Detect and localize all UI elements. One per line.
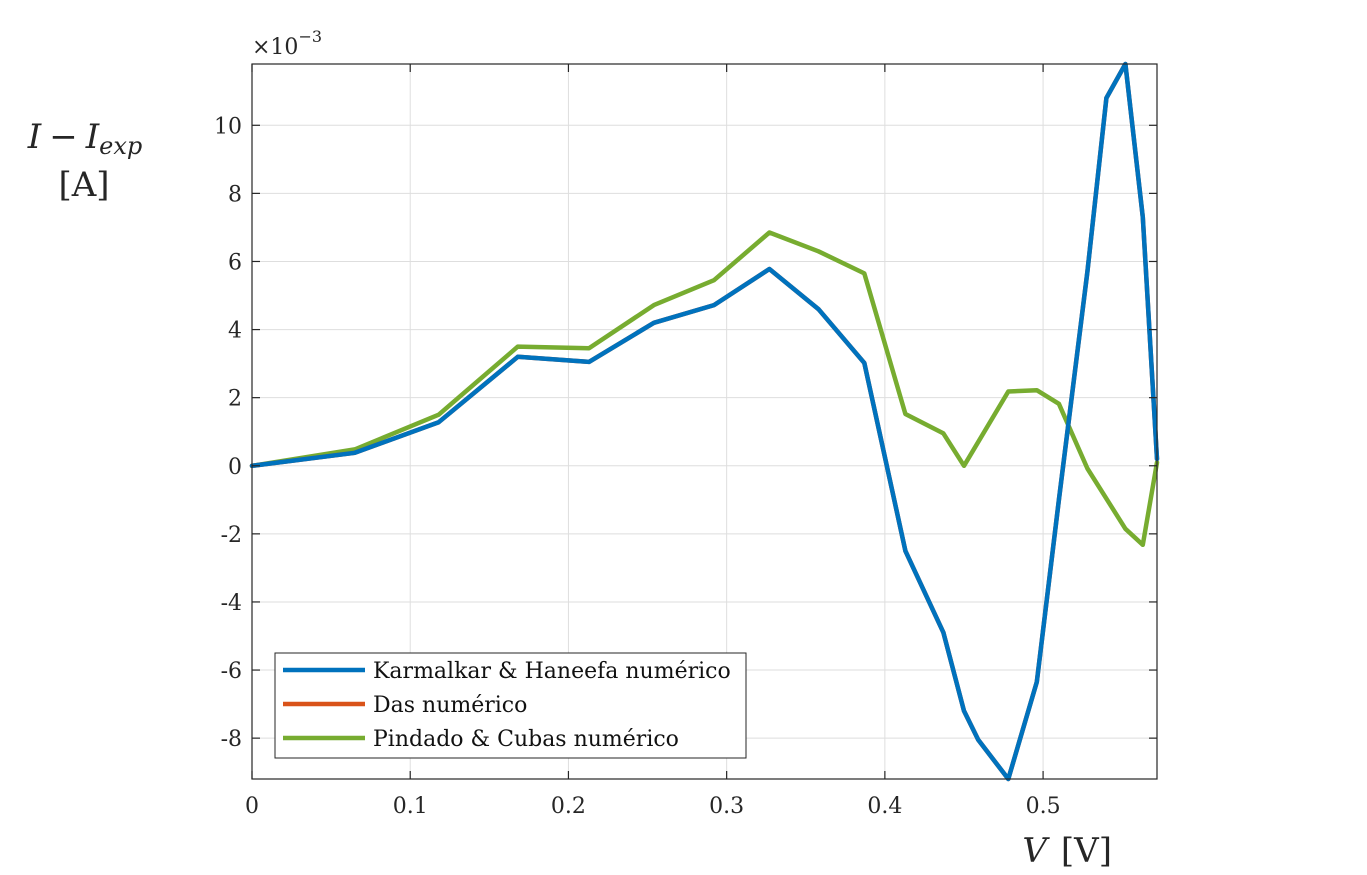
series-line	[249, 230, 1160, 548]
y-tick-label: 10	[214, 114, 242, 139]
y-exponent-power: −3	[298, 27, 322, 46]
series-layer	[249, 61, 1160, 782]
x-axis-label-var: V	[1022, 831, 1050, 871]
y-tick-label: -2	[221, 523, 242, 548]
y-exponent-label: ×10−3	[252, 27, 322, 60]
x-tick-label: 0.2	[551, 794, 586, 819]
y-tick-label: -6	[221, 659, 242, 684]
x-tick-labels: 0 0.1 0.2 0.3 0.4 0.5	[245, 794, 1061, 819]
y-tick-label: 0	[228, 455, 242, 480]
y-tick-label: 2	[228, 387, 242, 412]
legend: Karmalkar & Haneefa numérico Das numérico…	[274, 652, 747, 759]
y-axis-label-sub: exp	[99, 132, 142, 160]
legend-label: Das numérico	[373, 693, 527, 718]
y-tick-labels: -8 -6 -4 -2 0 2 4 6 8 10	[214, 114, 242, 752]
y-tick-label: -8	[221, 727, 242, 752]
y-axis-label-minus: −	[49, 117, 78, 157]
y-exponent-base: ×10	[252, 35, 298, 60]
x-axis-label: V [V]	[1022, 831, 1112, 871]
x-tick-label: 0.4	[867, 794, 902, 819]
y-axis-label: I − Iexp	[27, 117, 142, 160]
y-axis-label-var: I	[27, 117, 42, 157]
grid	[251, 64, 1157, 779]
y-tick-label: -4	[221, 591, 242, 616]
axes-box	[251, 63, 1158, 780]
ticks	[251, 64, 1157, 779]
y-tick-label: 4	[228, 319, 242, 344]
series-line	[249, 61, 1160, 782]
x-tick-label: 0.3	[709, 794, 744, 819]
legend-label: Karmalkar & Haneefa numérico	[373, 659, 731, 684]
legend-label: Pindado & Cubas numérico	[373, 727, 679, 752]
y-axis-label-subvar: I	[85, 117, 100, 157]
x-tick-label: 0.5	[1026, 794, 1061, 819]
y-tick-label: 6	[228, 250, 242, 275]
x-axis-label-unit: [V]	[1061, 831, 1112, 871]
x-tick-label: 0	[245, 794, 259, 819]
x-tick-label: 0.1	[393, 794, 428, 819]
y-tick-label: 8	[228, 182, 242, 207]
y-axis-unit: [A]	[58, 165, 109, 205]
